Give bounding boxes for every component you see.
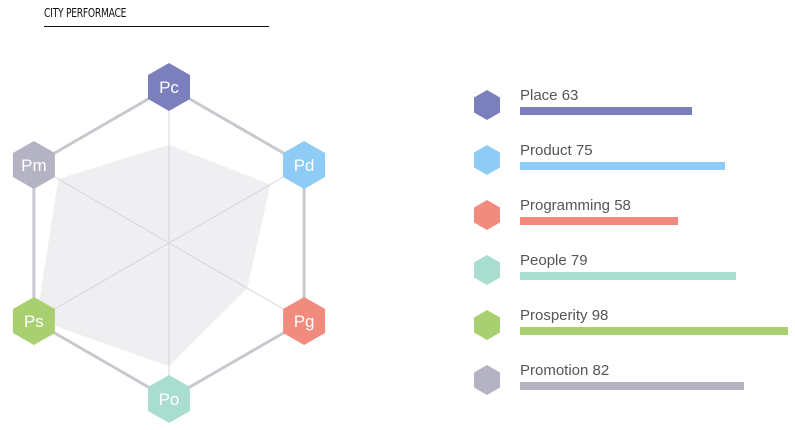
- legend-bar: [520, 162, 725, 170]
- legend-item-place: Place 63: [472, 87, 795, 130]
- axis-badge-place: [148, 63, 190, 111]
- axis-label-ps: Ps: [24, 312, 44, 331]
- legend-bar: [520, 382, 744, 390]
- legend-label: People 79: [520, 252, 588, 269]
- axis-spoke-ps: [33, 242, 170, 322]
- axis-badge-people: [148, 375, 190, 423]
- hexagon-icon: [474, 145, 500, 175]
- legend-bar: [520, 217, 679, 225]
- legend-label: Product 75: [520, 142, 593, 159]
- radar-chart: Pc Pd Pg Po Ps Pm: [12, 63, 326, 423]
- data-area: [36, 144, 271, 367]
- legend-item-promotion: Promotion 82: [472, 362, 795, 405]
- legend-item-prosperity: Prosperity 98: [472, 307, 795, 350]
- legend-label: Promotion 82: [520, 362, 610, 379]
- hexagon-icon: [474, 90, 500, 120]
- axis-badge-prosperity: [12, 297, 55, 345]
- hexagon-icon: [474, 255, 500, 285]
- axis-spoke-pm: [33, 164, 170, 244]
- legend-label: Programming 58: [520, 197, 631, 214]
- legend-item-people: People 79: [472, 252, 795, 295]
- hexagon-icon: [474, 200, 500, 230]
- legend-bar: [520, 272, 736, 280]
- hexagon-icon: [474, 365, 500, 395]
- legend-bar: [520, 107, 692, 115]
- axis-label-pm: Pm: [21, 156, 47, 175]
- axis-spoke-pd: [168, 164, 305, 244]
- axis-badge-promotion: [12, 141, 55, 189]
- axis-label-pd: Pd: [294, 156, 315, 175]
- axis-label-pc: Pc: [159, 78, 179, 97]
- axis-label-pg: Pg: [294, 312, 315, 331]
- legend-item-programming: Programming 58: [472, 197, 795, 240]
- legend-item-product: Product 75: [472, 142, 795, 185]
- legend-label: Prosperity 98: [520, 307, 609, 324]
- axis-label-po: Po: [159, 390, 180, 409]
- title-underline: [44, 26, 269, 27]
- axis-badge-programming: [283, 297, 326, 345]
- chart-title: CITY PERFORMACE: [44, 6, 127, 20]
- axis-spoke-pg: [168, 242, 305, 322]
- axis-badge-product: [283, 141, 326, 189]
- legend-label: Place 63: [520, 87, 579, 104]
- legend-bar: [520, 327, 788, 335]
- hexagon-icon: [474, 310, 500, 340]
